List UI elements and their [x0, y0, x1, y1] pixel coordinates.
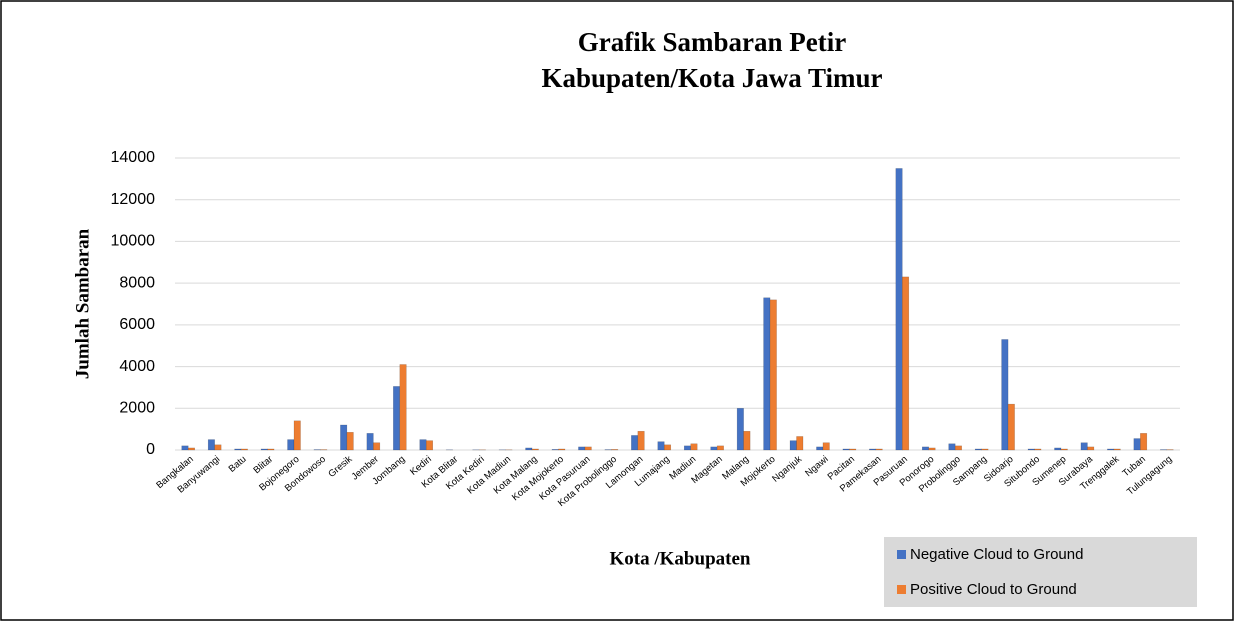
- legend-label: Positive Cloud to Ground: [910, 581, 1077, 598]
- bar: [736, 408, 744, 451]
- bar: [849, 448, 857, 451]
- bar: [981, 448, 989, 451]
- y-tick-label: 10000: [111, 233, 156, 250]
- bar: [525, 447, 533, 451]
- chart-title: Grafik Sambaran Petir: [578, 27, 846, 57]
- bar: [1060, 448, 1068, 451]
- bar: [234, 448, 242, 451]
- bar: [584, 446, 592, 451]
- bar: [902, 276, 910, 451]
- bar: [240, 448, 248, 451]
- chart-title: Kabupaten/Kota Jawa Timur: [541, 63, 882, 93]
- y-tick-label: 2000: [119, 400, 155, 417]
- bar: [743, 430, 751, 451]
- bar: [1054, 447, 1062, 451]
- bar: [373, 442, 381, 451]
- bar: [551, 449, 559, 451]
- bar: [346, 432, 354, 451]
- bar: [293, 420, 301, 451]
- bar: [1027, 448, 1035, 451]
- bar: [895, 168, 903, 451]
- bar: [1107, 448, 1115, 451]
- bar: [1087, 446, 1095, 451]
- bar: [1113, 448, 1121, 451]
- bar: [631, 435, 639, 451]
- legend-swatch: [897, 550, 906, 559]
- bar: [796, 436, 804, 451]
- y-tick-label: 0: [146, 441, 155, 458]
- bar: [869, 448, 877, 451]
- bar: [1001, 339, 1009, 451]
- x-axis-title: Kota /Kabupaten: [610, 548, 751, 569]
- bar: [393, 386, 401, 451]
- y-tick-label: 8000: [119, 274, 155, 291]
- bar: [928, 447, 936, 451]
- bar: [181, 445, 189, 451]
- bar: [366, 433, 374, 451]
- bar: [683, 445, 691, 451]
- bar: [1140, 433, 1148, 451]
- bar: [260, 448, 268, 451]
- bar: [287, 439, 295, 451]
- bar: [922, 446, 929, 451]
- y-tick-label: 6000: [119, 316, 155, 333]
- bar: [822, 442, 830, 451]
- bar: [531, 448, 539, 451]
- bar: [664, 444, 672, 451]
- bar: [816, 446, 824, 451]
- bar: [207, 439, 215, 451]
- bar: [426, 440, 433, 451]
- y-axis-title: Jumlah Sambaran: [72, 228, 93, 379]
- y-tick-label: 14000: [111, 149, 156, 166]
- bar: [1133, 438, 1141, 451]
- bar: [974, 448, 982, 451]
- bar: [340, 424, 348, 451]
- bar: [769, 299, 777, 451]
- bar: [842, 448, 850, 451]
- legend-box: [884, 537, 1197, 607]
- bar: [710, 446, 718, 451]
- bar: [1080, 442, 1088, 451]
- bar: [954, 445, 962, 451]
- bar: [657, 441, 665, 451]
- bar: [1007, 403, 1015, 451]
- bar: [789, 440, 797, 451]
- bar: [399, 364, 407, 451]
- y-tick-label: 12000: [111, 191, 156, 208]
- bar: [419, 439, 427, 451]
- legend-swatch: [897, 585, 906, 594]
- bar: [690, 443, 698, 451]
- legend-label: Negative Cloud to Ground: [910, 546, 1083, 563]
- bar: [1034, 448, 1042, 451]
- bar: [948, 443, 956, 451]
- y-tick-label: 4000: [119, 358, 155, 375]
- bar: [875, 448, 883, 451]
- bar: [578, 446, 586, 451]
- bar: [611, 449, 619, 451]
- bar: [763, 297, 771, 451]
- bar: [716, 445, 724, 451]
- bar: [558, 448, 566, 451]
- bar: [187, 447, 195, 451]
- bar: [267, 448, 275, 451]
- bar: [637, 430, 645, 451]
- bar: [214, 444, 222, 451]
